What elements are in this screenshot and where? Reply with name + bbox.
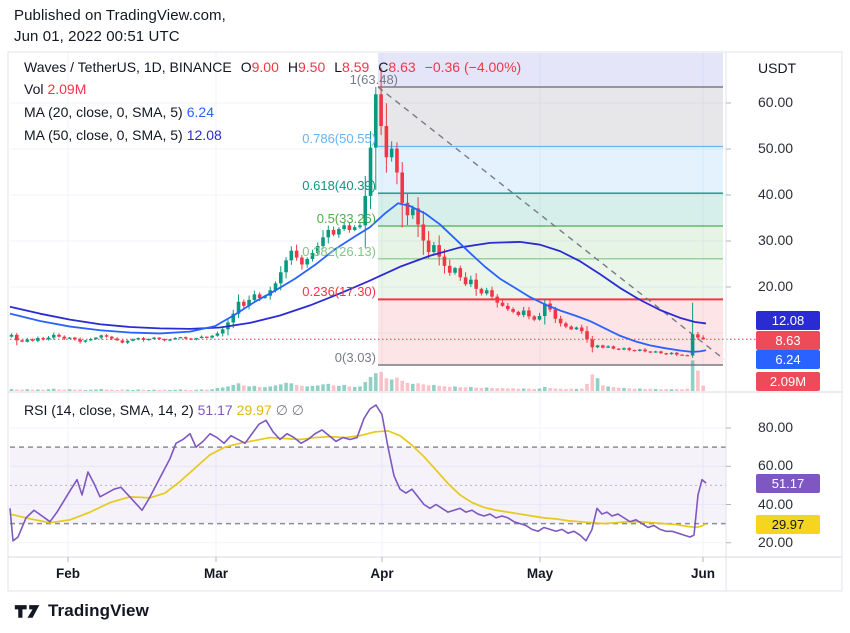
time-axis-label: Feb [55,566,80,581]
volume-value: 2.09M [47,81,87,97]
ma20-value: 6.24 [186,104,214,120]
ma50-value: 12.08 [186,127,222,143]
fib-level-label: 0.236(17.30) [302,284,376,300]
ma50-legend: MA (50, close, 0, SMA, 5) 12.08 [24,127,222,143]
close-label: C [378,59,389,75]
tradingview-logo-icon [14,605,40,618]
time-axis-label: Jun [690,566,715,581]
tradingview-logo-link[interactable]: TradingView [14,601,149,621]
low-value: 8.59 [342,59,370,75]
price-axis-tick: 40.00 [758,186,794,202]
ma50-label: MA (50, close, 0, SMA, 5) [24,127,183,143]
price-axis-tick: 20.00 [758,278,794,294]
volume-label: Vol [24,81,44,97]
rsi-axis-tick: 60.00 [758,457,794,474]
ma20-label: MA (20, close, 0, SMA, 5) [24,104,183,120]
ma20-legend: MA (20, close, 0, SMA, 5) 6.24 [24,104,214,120]
rsi-legend: RSI (14, close, SMA, 14, 2) 51.17 29.97 ∅ ∅ [24,402,304,419]
rsi-axis-badge: 51.17 [756,473,820,493]
price-axis-tick: 50.00 [758,140,794,156]
high-value: 9.50 [298,59,326,75]
price-axis-badge: 12.08 [756,310,820,330]
price-axis-tick: 60.00 [758,94,794,110]
price-legend-main: Waves / TetherUS, 1D, BINANCE O9.00 H9.50 L… [24,59,521,75]
low-label: L [334,59,343,75]
open-label: O [240,59,252,75]
price-axis-badge: 6.24 [756,349,820,369]
rsi-axis-badge: 29.97 [756,514,820,534]
price-axis-badge: 8.63 [756,330,820,350]
high-label: H [287,59,298,75]
open-value: 9.00 [251,59,279,75]
fib-level-label: 1(63.48) [349,71,398,87]
fib-level-label: 0.618(40.39) [302,178,376,194]
rsi-axis-tick: 20.00 [758,533,794,550]
rsi-label: RSI (14, close, SMA, 14, 2) [24,402,194,418]
fib-level-label: 0(3.03) [334,350,376,366]
rsi-empty-slots: ∅ ∅ [275,402,304,418]
fib-level-label: 0.786(50.55) [302,131,376,147]
rsi-axis-tick: 80.00 [758,419,794,435]
tradingview-brand-text: TradingView [48,601,149,620]
volume-legend: Vol 2.09M [24,81,86,97]
time-axis-label: May [526,566,554,581]
publish-info-line1: Published on TradingView.com, [14,7,226,24]
fib-level-label: 0.382(26.13) [302,243,376,259]
time-axis-label: Apr [370,566,394,581]
rsi-axis-tick: 40.00 [758,495,794,512]
close-value: 8.63 [388,59,416,75]
time-axis-label: Mar [203,566,228,581]
price-axis-badge: 2.09M [756,371,820,391]
fib-level-label: 0.5(33.26) [316,211,376,226]
rsi-value: 51.17 [197,402,233,418]
rsi-ma-value: 29.97 [236,402,272,418]
price-axis-currency: USDT [758,60,797,76]
publish-info-line2: Jun 01, 2022 00:51 UTC [14,28,180,45]
change-value: −0.36 (−4.00%) [424,59,522,75]
symbol-title: Waves / TetherUS, 1D, BINANCE [24,59,232,75]
price-axis-tick: 30.00 [758,232,794,248]
